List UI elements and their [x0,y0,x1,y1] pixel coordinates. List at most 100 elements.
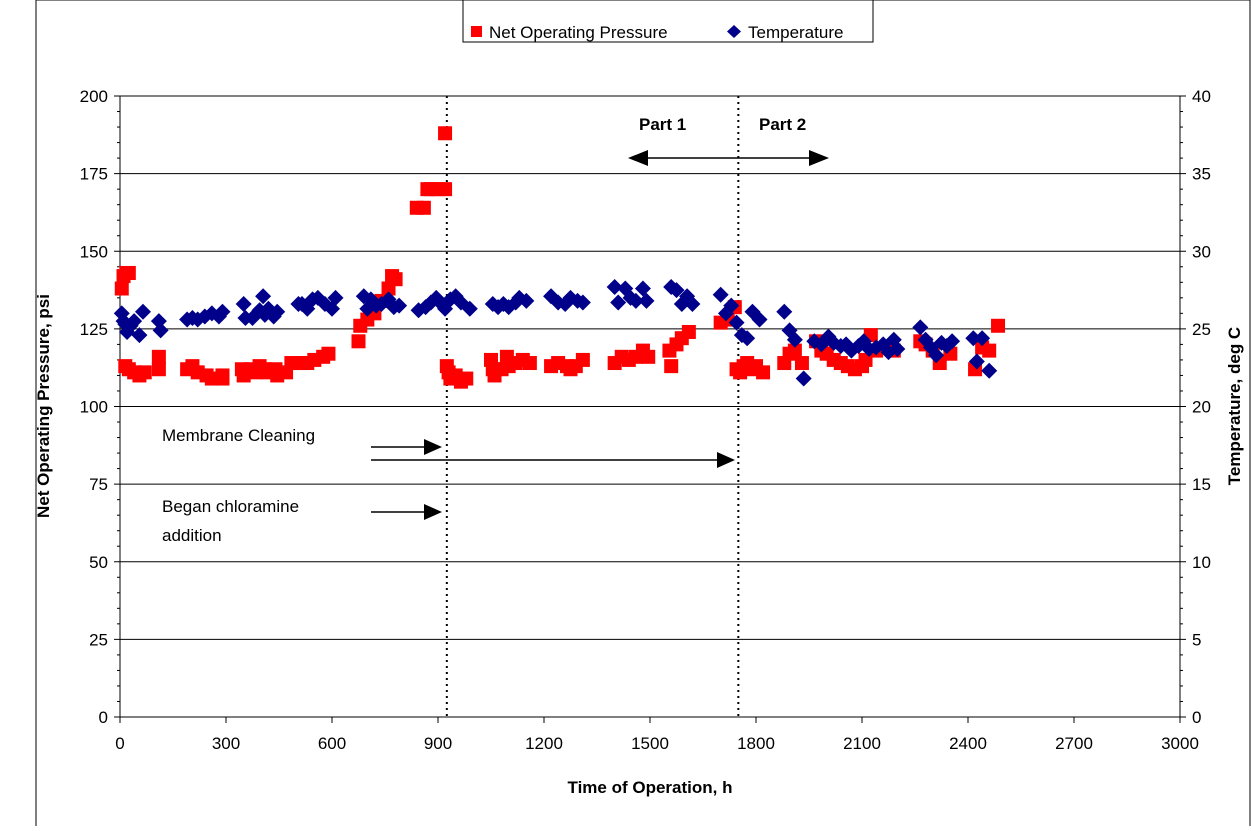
temperature-point [134,303,151,320]
legend-marker-temperature [727,25,741,38]
x-tick-label: 1200 [525,734,563,753]
temperature-point [214,303,231,320]
x-tick-label: 300 [212,734,240,753]
y-tick-label: 0 [99,708,108,727]
pressure-point [664,359,679,374]
pressure-point [114,281,129,296]
temperature-point [889,341,906,358]
legend-box [462,0,874,43]
pressure-point [438,182,453,197]
annotation-membrane-cleaning: Membrane Cleaning [162,426,315,445]
cleaning-arrow-2-head [717,452,735,468]
temperature-point [255,288,272,305]
y-axis-title: Net Operating Pressure, psi [34,294,53,518]
y-tick-label: 75 [89,475,108,494]
axes: 0 25 50 75 100 125 150 175 200 0 5 10 15 20 25 30 35 40 0 3… [80,87,1211,753]
x-tick-label: 2100 [843,734,881,753]
data-points [113,126,1006,389]
temperature-point [912,319,929,336]
pressure-point [787,343,802,358]
y2-tick-label: 10 [1192,553,1211,572]
y-tick-label: 25 [89,630,108,649]
annotation-chloramine-line1: Began chloramine [162,497,299,516]
pressure-point [121,265,136,280]
temperature-point [461,300,478,317]
part-range-arrow-left-head [628,150,648,166]
pressure-point [204,371,219,386]
y2-tick-label: 40 [1192,87,1211,106]
annotation-part2: Part 2 [759,115,806,134]
annotation-part1: Part 1 [639,115,686,134]
legend-marker-pressure [471,26,482,37]
legend: Net Operating Pressure Temperature [462,0,874,43]
temperature-point [235,296,252,313]
arrows [371,150,829,520]
pressure-point [522,356,537,371]
pressure-point [459,371,474,386]
temperature-point [638,292,655,309]
temperature-point [610,294,627,311]
pressure-point [681,324,696,339]
pressure-point [756,365,771,380]
y-tick-label: 100 [80,398,108,417]
y2-tick-label: 30 [1192,242,1211,261]
y-tick-label: 125 [80,320,108,339]
temperature-point [968,353,985,370]
y2-tick-label: 20 [1192,398,1211,417]
pressure-point [991,318,1006,333]
temperature-point [327,289,344,306]
annotation-chloramine-line2: addition [162,526,222,545]
temperature-point [928,347,945,364]
y2-tick-label: 15 [1192,475,1211,494]
y2-tick-label: 0 [1192,708,1201,727]
pressure-point [137,365,152,380]
temperature-point [574,294,591,311]
temperature-point [981,362,998,379]
x-tick-label: 1800 [737,734,775,753]
temperature-point [944,333,961,350]
temperature-point [500,299,517,316]
y2-axis-title: Temperature, deg C [1225,327,1244,485]
temperature-point [751,311,768,328]
x-axis-title: Time of Operation, h [568,778,733,797]
y-tick-label: 175 [80,165,108,184]
temperature-point [269,303,286,320]
x-tick-label: 2400 [949,734,987,753]
part-range-arrow-right-head [809,150,829,166]
vertical-markers [445,96,740,717]
y2-tick-label: 5 [1192,630,1201,649]
y-tick-label: 150 [80,242,108,261]
temperature-point [152,322,169,339]
temperature-point [131,327,148,344]
temperature-point [627,292,644,309]
cleaning-arrow-1-head [424,439,442,455]
x-tick-label: 2700 [1055,734,1093,753]
temperature-point [712,286,729,303]
pressure-point [438,126,453,141]
temperature-point [786,331,803,348]
x-tick-label: 900 [424,734,452,753]
temperature-point [974,330,991,347]
temperature-point [634,280,651,297]
temperature-point [126,313,143,330]
pressure-point [982,343,997,358]
x-tick-label: 600 [318,734,346,753]
temperature-point [391,297,408,314]
y2-tick-label: 35 [1192,165,1211,184]
temperature-point [606,278,623,295]
temperature-point [739,330,756,347]
legend-label-temperature: Temperature [748,23,843,42]
chart-frame [36,0,1251,826]
x-tick-label: 1500 [631,734,669,753]
temperature-point [776,303,793,320]
pressure-point [151,362,166,377]
pressure-point [388,272,403,287]
temperature-point [723,297,740,314]
chloramine-arrow-head [424,504,442,520]
pressure-point [641,349,656,364]
pressure-point [151,349,166,364]
temperature-point [728,314,745,331]
x-tick-label: 0 [115,734,124,753]
